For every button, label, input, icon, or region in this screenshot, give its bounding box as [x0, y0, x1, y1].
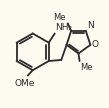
Text: N: N — [87, 21, 94, 30]
Text: NH₂: NH₂ — [55, 23, 72, 32]
Text: OMe: OMe — [15, 79, 35, 88]
Text: Me: Me — [80, 63, 93, 72]
Text: O: O — [92, 40, 99, 49]
Text: Me: Me — [53, 13, 66, 22]
